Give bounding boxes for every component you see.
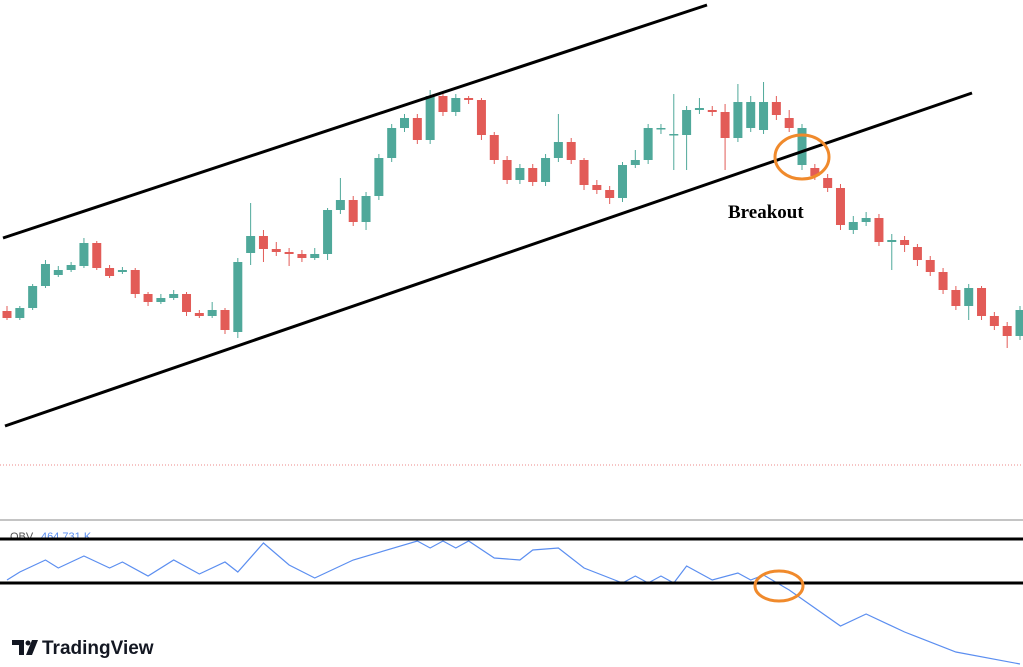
candle-body (887, 240, 897, 242)
candle-body (130, 270, 140, 294)
logo-mark (12, 640, 38, 655)
candle-body (720, 112, 730, 138)
candle-body (361, 196, 371, 222)
candle-body (1002, 326, 1012, 336)
candle-body (489, 135, 499, 160)
candle-body (246, 236, 256, 253)
candle-body (40, 264, 50, 286)
candle-body (900, 240, 910, 245)
candle-body (656, 128, 666, 130)
candle-body (874, 218, 884, 242)
candle-body (964, 288, 974, 306)
candle-body (348, 200, 358, 222)
candle-body (400, 118, 410, 128)
candle-body (617, 165, 627, 198)
candle-body (912, 247, 922, 260)
breakout-circle (773, 133, 831, 181)
candles (2, 82, 1023, 348)
obv-name: OBV (10, 531, 34, 543)
brand: TradingView (42, 638, 154, 659)
candle-body (220, 310, 230, 330)
candle-body (605, 190, 615, 198)
candle-body (746, 102, 756, 128)
candle-body (15, 308, 25, 318)
candle-body (105, 268, 115, 276)
candle-body (258, 236, 268, 249)
candle-body (194, 313, 204, 316)
candle-body (335, 200, 345, 210)
candle-body (669, 134, 679, 136)
candle-body (643, 128, 653, 160)
candle-body (989, 316, 999, 326)
candle-body (861, 218, 871, 222)
candle-body (528, 168, 538, 182)
candle-body (835, 188, 845, 225)
candle-body (66, 265, 76, 270)
candle-body (117, 270, 127, 272)
candle-body (823, 178, 833, 188)
candle-body (374, 158, 384, 196)
candle-body (233, 262, 243, 332)
candle-body (515, 168, 525, 180)
candle-body (2, 311, 12, 318)
candle-body (810, 168, 820, 176)
candle-body (977, 288, 987, 316)
candle-body (284, 252, 294, 254)
candle-body (79, 243, 89, 266)
candle-body (553, 142, 563, 158)
candle-body (630, 160, 640, 165)
candle-body (425, 96, 435, 140)
candle-body (438, 96, 448, 112)
candle-body (143, 294, 153, 302)
candle-body (323, 210, 333, 254)
candle-body (925, 260, 935, 272)
candle-body (271, 249, 281, 252)
candle-body (182, 294, 192, 312)
candle-body (156, 298, 166, 302)
candle-body (784, 118, 794, 128)
candle-body (387, 128, 397, 158)
candle-body (951, 290, 961, 306)
candle-body (464, 98, 474, 100)
annotation: Breakout (728, 202, 804, 223)
candle-body (1015, 310, 1023, 336)
candle-body (451, 98, 461, 112)
obv-circle (753, 569, 805, 603)
channel-lower (4, 91, 973, 428)
candle-body (169, 294, 179, 298)
candle-body (476, 100, 486, 135)
candle-body (566, 142, 576, 160)
candle-body (310, 254, 320, 258)
candle-body (759, 102, 769, 130)
candle-body (682, 110, 692, 135)
channel-upper (2, 3, 708, 240)
candle-body (848, 222, 858, 230)
candle-body (297, 254, 307, 258)
candle-body (938, 272, 948, 290)
candle-body (92, 243, 102, 268)
logo: TradingView (12, 638, 154, 659)
candle-body (207, 310, 217, 316)
candle-body (694, 108, 704, 110)
candle-body (541, 158, 551, 182)
candle-body (797, 128, 807, 165)
candle-body (53, 270, 63, 275)
candle-body (28, 286, 38, 308)
logo-dot (25, 640, 31, 646)
candle-body (412, 118, 422, 140)
candle-body (579, 160, 589, 185)
candle-body (707, 110, 717, 112)
candle-body (771, 102, 781, 115)
candle-body (502, 160, 512, 180)
obv-line (6, 540, 1021, 665)
obv-pane (6, 540, 1021, 665)
candle-body (733, 102, 743, 138)
obv-value: 464.731 K (41, 531, 92, 543)
candle-body (592, 185, 602, 190)
